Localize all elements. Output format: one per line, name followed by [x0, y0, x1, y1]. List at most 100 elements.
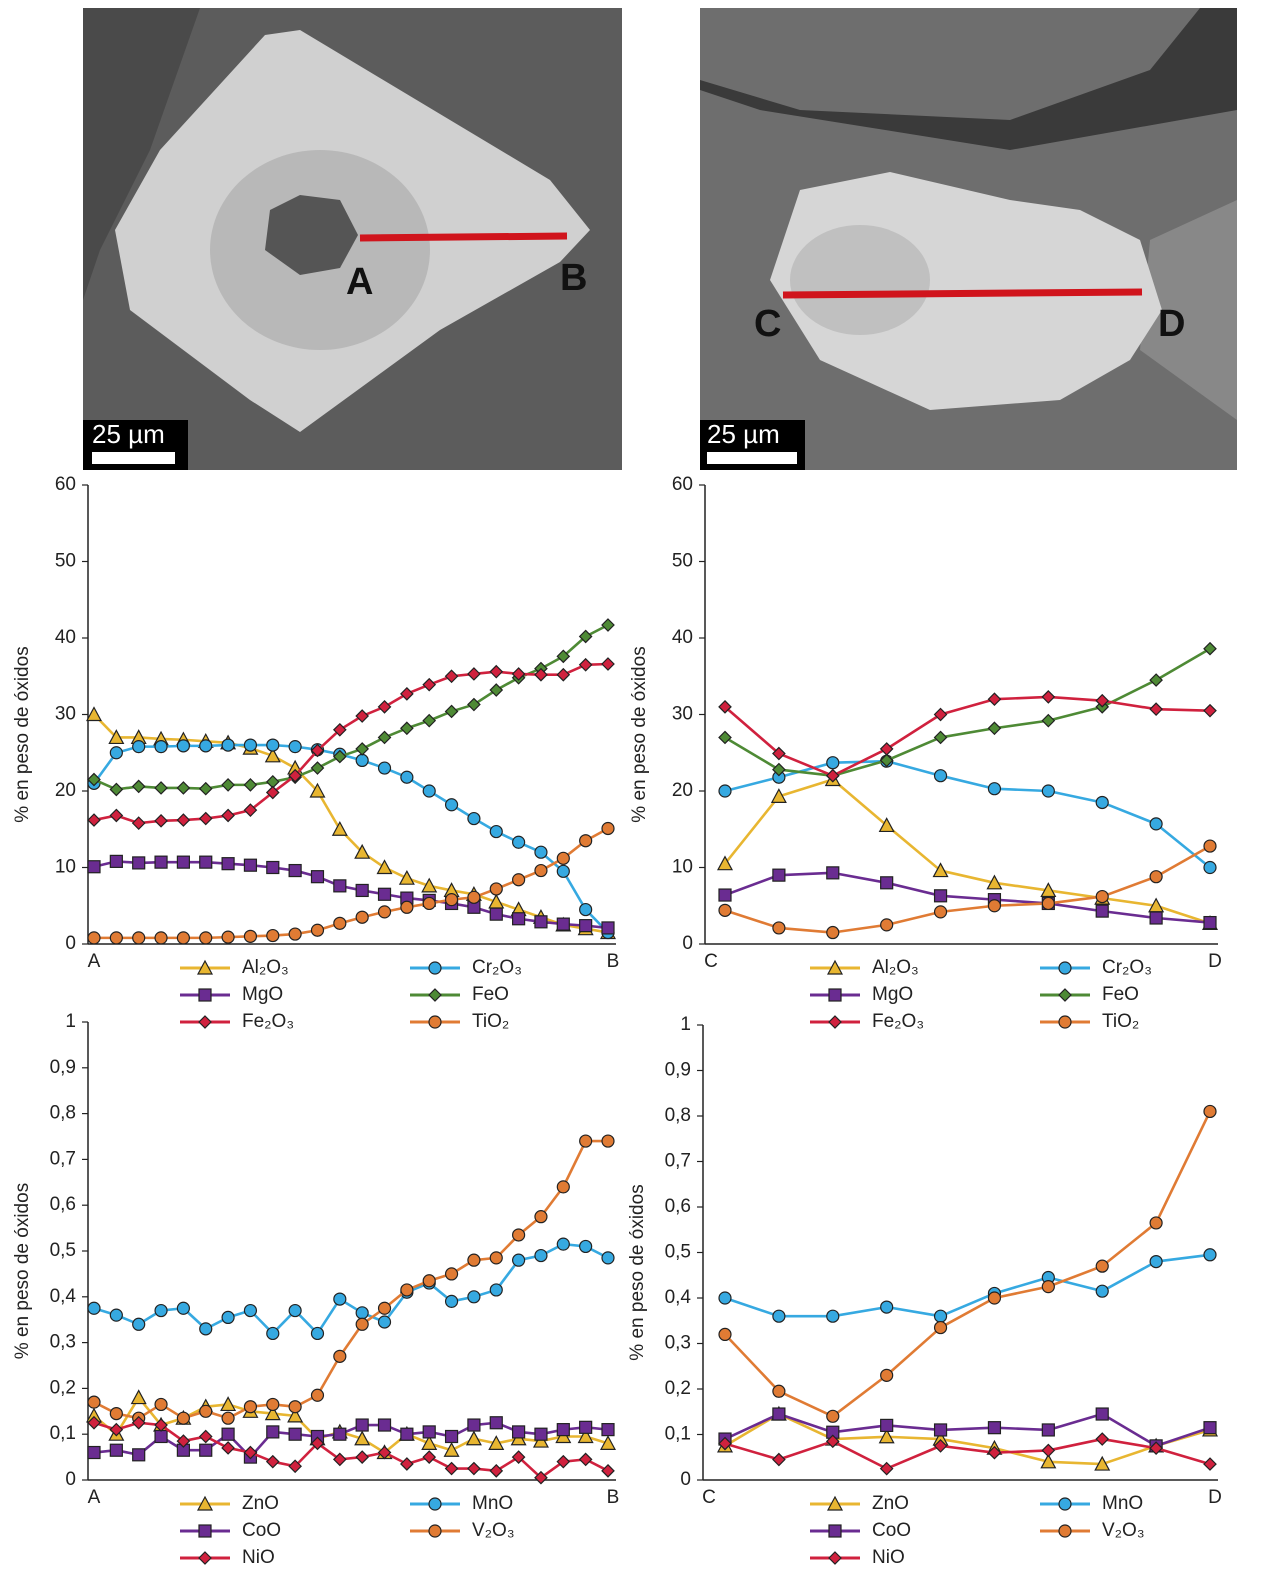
marker — [489, 664, 504, 679]
legend-label: Al₂O₃ — [872, 957, 919, 978]
marker — [826, 756, 840, 770]
marker — [87, 1395, 101, 1409]
marker — [718, 730, 732, 745]
marker — [534, 863, 548, 878]
series-line — [724, 1253, 1211, 1318]
marker — [880, 876, 894, 890]
marker — [428, 988, 442, 1002]
marker — [444, 1267, 459, 1281]
marker — [1149, 702, 1163, 716]
marker — [828, 1551, 842, 1565]
marker — [1041, 1423, 1055, 1437]
series-line — [724, 1412, 1211, 1466]
marker — [243, 1303, 258, 1318]
marker — [770, 788, 787, 803]
marker — [198, 1429, 213, 1444]
marker — [578, 1452, 593, 1467]
marker — [1095, 1432, 1110, 1446]
marker — [444, 893, 459, 907]
marker — [1149, 1216, 1163, 1230]
marker — [400, 721, 414, 736]
marker — [109, 1308, 123, 1322]
y-tick-label: 0,4 — [665, 1287, 692, 1308]
marker — [266, 1425, 280, 1439]
y-tick-label: 0,3 — [50, 1332, 76, 1353]
marker — [154, 931, 168, 945]
marker — [428, 1497, 442, 1511]
y-tick-label: 0,6 — [665, 1196, 691, 1217]
marker — [716, 855, 734, 871]
marker — [489, 1463, 504, 1478]
y-tick-label: 0,1 — [50, 1423, 76, 1444]
y-tick-label: 20 — [672, 780, 693, 801]
marker — [534, 845, 548, 859]
marker — [444, 1294, 459, 1308]
marker — [288, 1427, 302, 1441]
marker — [511, 1450, 526, 1464]
marker — [421, 1435, 438, 1450]
y-axis-label: % en peso de óxidos — [627, 1184, 648, 1360]
marker — [199, 931, 213, 945]
marker — [221, 1441, 235, 1455]
marker — [377, 1301, 392, 1315]
marker — [986, 874, 1003, 890]
marker — [109, 931, 123, 945]
marker — [400, 900, 414, 914]
y-tick-label: 0,1 — [665, 1424, 691, 1445]
marker — [332, 749, 347, 764]
series-line — [724, 1110, 1212, 1418]
marker — [826, 925, 840, 940]
marker — [198, 1015, 212, 1029]
legend-label: TiO₂ — [1102, 1011, 1139, 1032]
marker — [400, 686, 414, 701]
series-line — [724, 695, 1211, 778]
marker — [400, 1283, 414, 1297]
point-label: A — [346, 261, 373, 303]
marker — [444, 1461, 459, 1476]
marker — [331, 820, 348, 836]
marker — [310, 870, 325, 884]
marker — [1149, 870, 1163, 884]
series-line — [724, 1437, 1211, 1470]
marker — [556, 649, 571, 664]
marker — [489, 1283, 503, 1297]
marker — [1058, 1015, 1072, 1029]
marker — [1203, 860, 1217, 875]
point-label: C — [754, 303, 781, 345]
marker — [718, 700, 732, 714]
marker — [87, 860, 101, 874]
marker — [176, 855, 190, 869]
legend-label: CoO — [242, 1520, 281, 1541]
marker — [377, 700, 392, 714]
marker — [422, 784, 436, 798]
marker — [332, 1452, 347, 1467]
marker — [109, 746, 123, 760]
marker — [512, 835, 526, 849]
y-tick-label: 40 — [672, 627, 693, 648]
marker — [377, 1315, 392, 1329]
marker — [1149, 911, 1163, 925]
marker — [1058, 1497, 1072, 1511]
marker — [355, 910, 369, 924]
marker — [444, 669, 459, 684]
marker — [718, 888, 732, 902]
marker — [579, 1134, 593, 1148]
marker — [601, 1251, 615, 1265]
marker — [1040, 1453, 1057, 1469]
marker — [1203, 1248, 1217, 1262]
marker — [221, 1310, 235, 1325]
series-line — [93, 623, 609, 791]
marker — [511, 667, 526, 681]
marker — [828, 1015, 842, 1029]
marker — [265, 785, 280, 800]
marker — [421, 877, 438, 893]
marker — [1041, 1280, 1055, 1294]
y-tick-label: 0,7 — [50, 1148, 76, 1169]
marker — [601, 1463, 615, 1478]
marker — [199, 739, 213, 753]
marker — [221, 930, 235, 944]
marker — [154, 1418, 168, 1432]
legend-label: Al₂O₃ — [242, 957, 289, 978]
marker — [443, 1441, 460, 1457]
marker — [826, 1309, 840, 1323]
